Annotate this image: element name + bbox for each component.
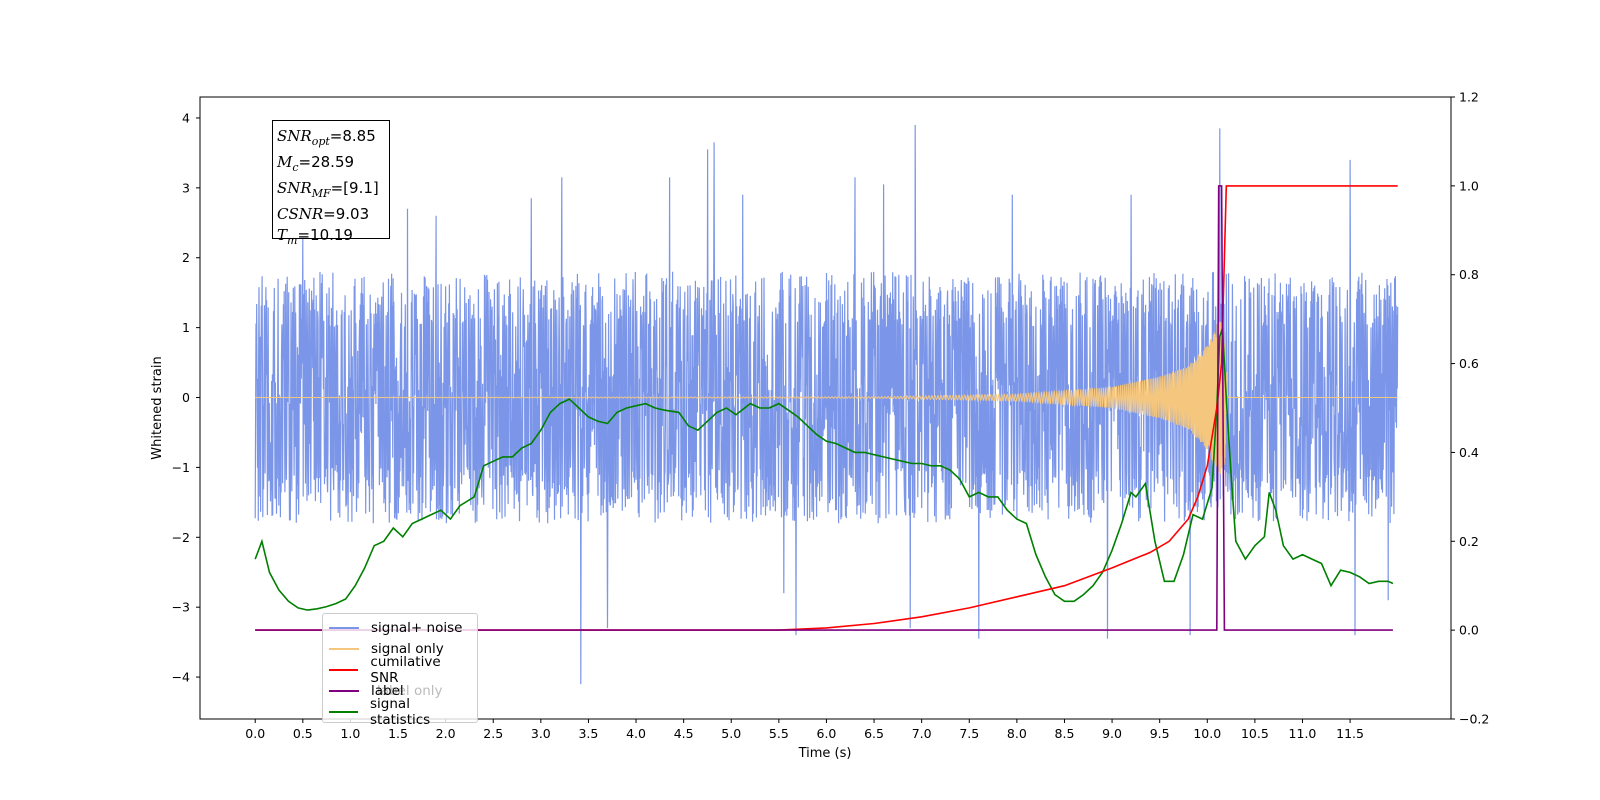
y-axis-left: 4 3 2 1 0 −1 −2 −3 −4 (172, 110, 200, 685)
stats-infobox: SNRopt=8.85 Mc=28.59 SNRMF=[9.1] CSNR=9.… (272, 120, 390, 247)
x-tick-label: 9.0 (1102, 726, 1122, 741)
signal-statistics-line (254, 327, 1394, 611)
y2-tick-label: 1.2 (1459, 90, 1479, 105)
x-tick-label: 0.0 (245, 726, 265, 741)
x-tick-label: 11.5 (1336, 726, 1364, 741)
x-tick-label: 7.5 (959, 726, 979, 741)
legend-label: signal+ noise (371, 619, 463, 636)
legend-item-signal-statistics: signal statistics (329, 696, 471, 728)
tm-line: Tm=10.19 (277, 226, 353, 247)
x-axis-label: Time (s) (798, 746, 852, 761)
legend-swatch (329, 626, 359, 629)
x-tick-label: 0.5 (293, 726, 313, 741)
y2-tick-label: −0.2 (1459, 712, 1489, 727)
legend-swatch (329, 668, 359, 671)
y2-tick-label: 0.0 (1459, 623, 1479, 638)
y-axis-right: 1.2 1.0 0.8 0.6 0.4 0.2 0.0 −0.2 (1451, 90, 1489, 727)
y2-tick-label: 1.0 (1459, 178, 1479, 193)
x-tick-label: 5.0 (721, 726, 741, 741)
legend-swatch (329, 647, 359, 650)
legend-item-label: label label only (329, 680, 471, 701)
x-axis: 0.0 0.5 1.0 1.5 2.0 2.5 3.0 3.5 4.0 4.5 5.0 5.5 6.0 6… (245, 719, 1364, 741)
legend-label: cumilative SNR (370, 653, 441, 686)
y2-tick-label: 0.2 (1459, 534, 1479, 549)
legend-item-cumulative-snr: cumilative SNR (329, 654, 471, 686)
legend: signal+ noise signal only cumilative SNR… (322, 613, 478, 728)
y-tick-label: −3 (172, 600, 190, 615)
x-tick-label: 1.5 (388, 726, 408, 741)
x-tick-label: 2.0 (436, 726, 456, 741)
y-tick-label: −4 (172, 670, 190, 685)
x-tick-label: 8.0 (1007, 726, 1027, 741)
csnr-line: CSNR=9.03 (277, 205, 370, 223)
plot-frame (199, 96, 1452, 720)
label-line (255, 185, 1393, 631)
legend-label: label (371, 682, 404, 699)
legend-item-signal-noise: signal+ noise (329, 617, 471, 638)
x-tick-label: 9.5 (1150, 726, 1170, 741)
x-tick-label: 1.0 (340, 726, 360, 741)
signal-noise-series (254, 124, 1399, 685)
legend-swatch (329, 710, 359, 713)
y-tick-label: 1 (182, 320, 190, 335)
snr-opt-line: SNRopt=8.85 (277, 127, 376, 148)
y-tick-label: 0 (182, 390, 190, 405)
x-tick-label: 10.0 (1193, 726, 1221, 741)
legend-hidden-label: label only (377, 682, 443, 699)
x-tick-label: 10.5 (1241, 726, 1269, 741)
x-tick-label: 6.5 (864, 726, 884, 741)
snr-mf-line: SNRMF=[9.1] (277, 179, 379, 200)
y2-tick-label: 0.4 (1459, 445, 1479, 460)
y-tick-label: 4 (182, 110, 190, 125)
x-tick-label: 3.0 (531, 726, 551, 741)
y2-tick-label: 0.8 (1459, 267, 1479, 282)
y-tick-label: −2 (172, 530, 190, 545)
y-tick-label: 3 (182, 180, 190, 195)
x-tick-label: 5.5 (769, 726, 789, 741)
x-tick-label: 7.0 (912, 726, 932, 741)
y-tick-label: −1 (172, 460, 190, 475)
x-tick-label: 3.5 (578, 726, 598, 741)
signal-only-line (255, 321, 1398, 474)
legend-swatch (329, 689, 359, 692)
legend-label: signal only (371, 640, 444, 657)
x-tick-label: 4.5 (674, 726, 694, 741)
noise-line (254, 124, 1399, 685)
label-series (255, 185, 1393, 631)
mc-line: Mc=28.59 (277, 153, 355, 174)
signal-only-series (255, 321, 1398, 474)
x-tick-label: 11.0 (1289, 726, 1317, 741)
y2-tick-label: 0.6 (1459, 356, 1479, 371)
x-tick-label: 6.0 (817, 726, 837, 741)
legend-label: signal statistics (370, 695, 431, 728)
y-tick-label: 2 (182, 250, 190, 265)
y-axis-label: Whitened strain (150, 356, 165, 459)
legend-item-signal-only: signal only (329, 638, 471, 659)
x-tick-label: 8.5 (1055, 726, 1075, 741)
signal-statistics-series (254, 327, 1394, 611)
x-tick-label: 2.5 (483, 726, 503, 741)
x-tick-label: 4.0 (626, 726, 646, 741)
